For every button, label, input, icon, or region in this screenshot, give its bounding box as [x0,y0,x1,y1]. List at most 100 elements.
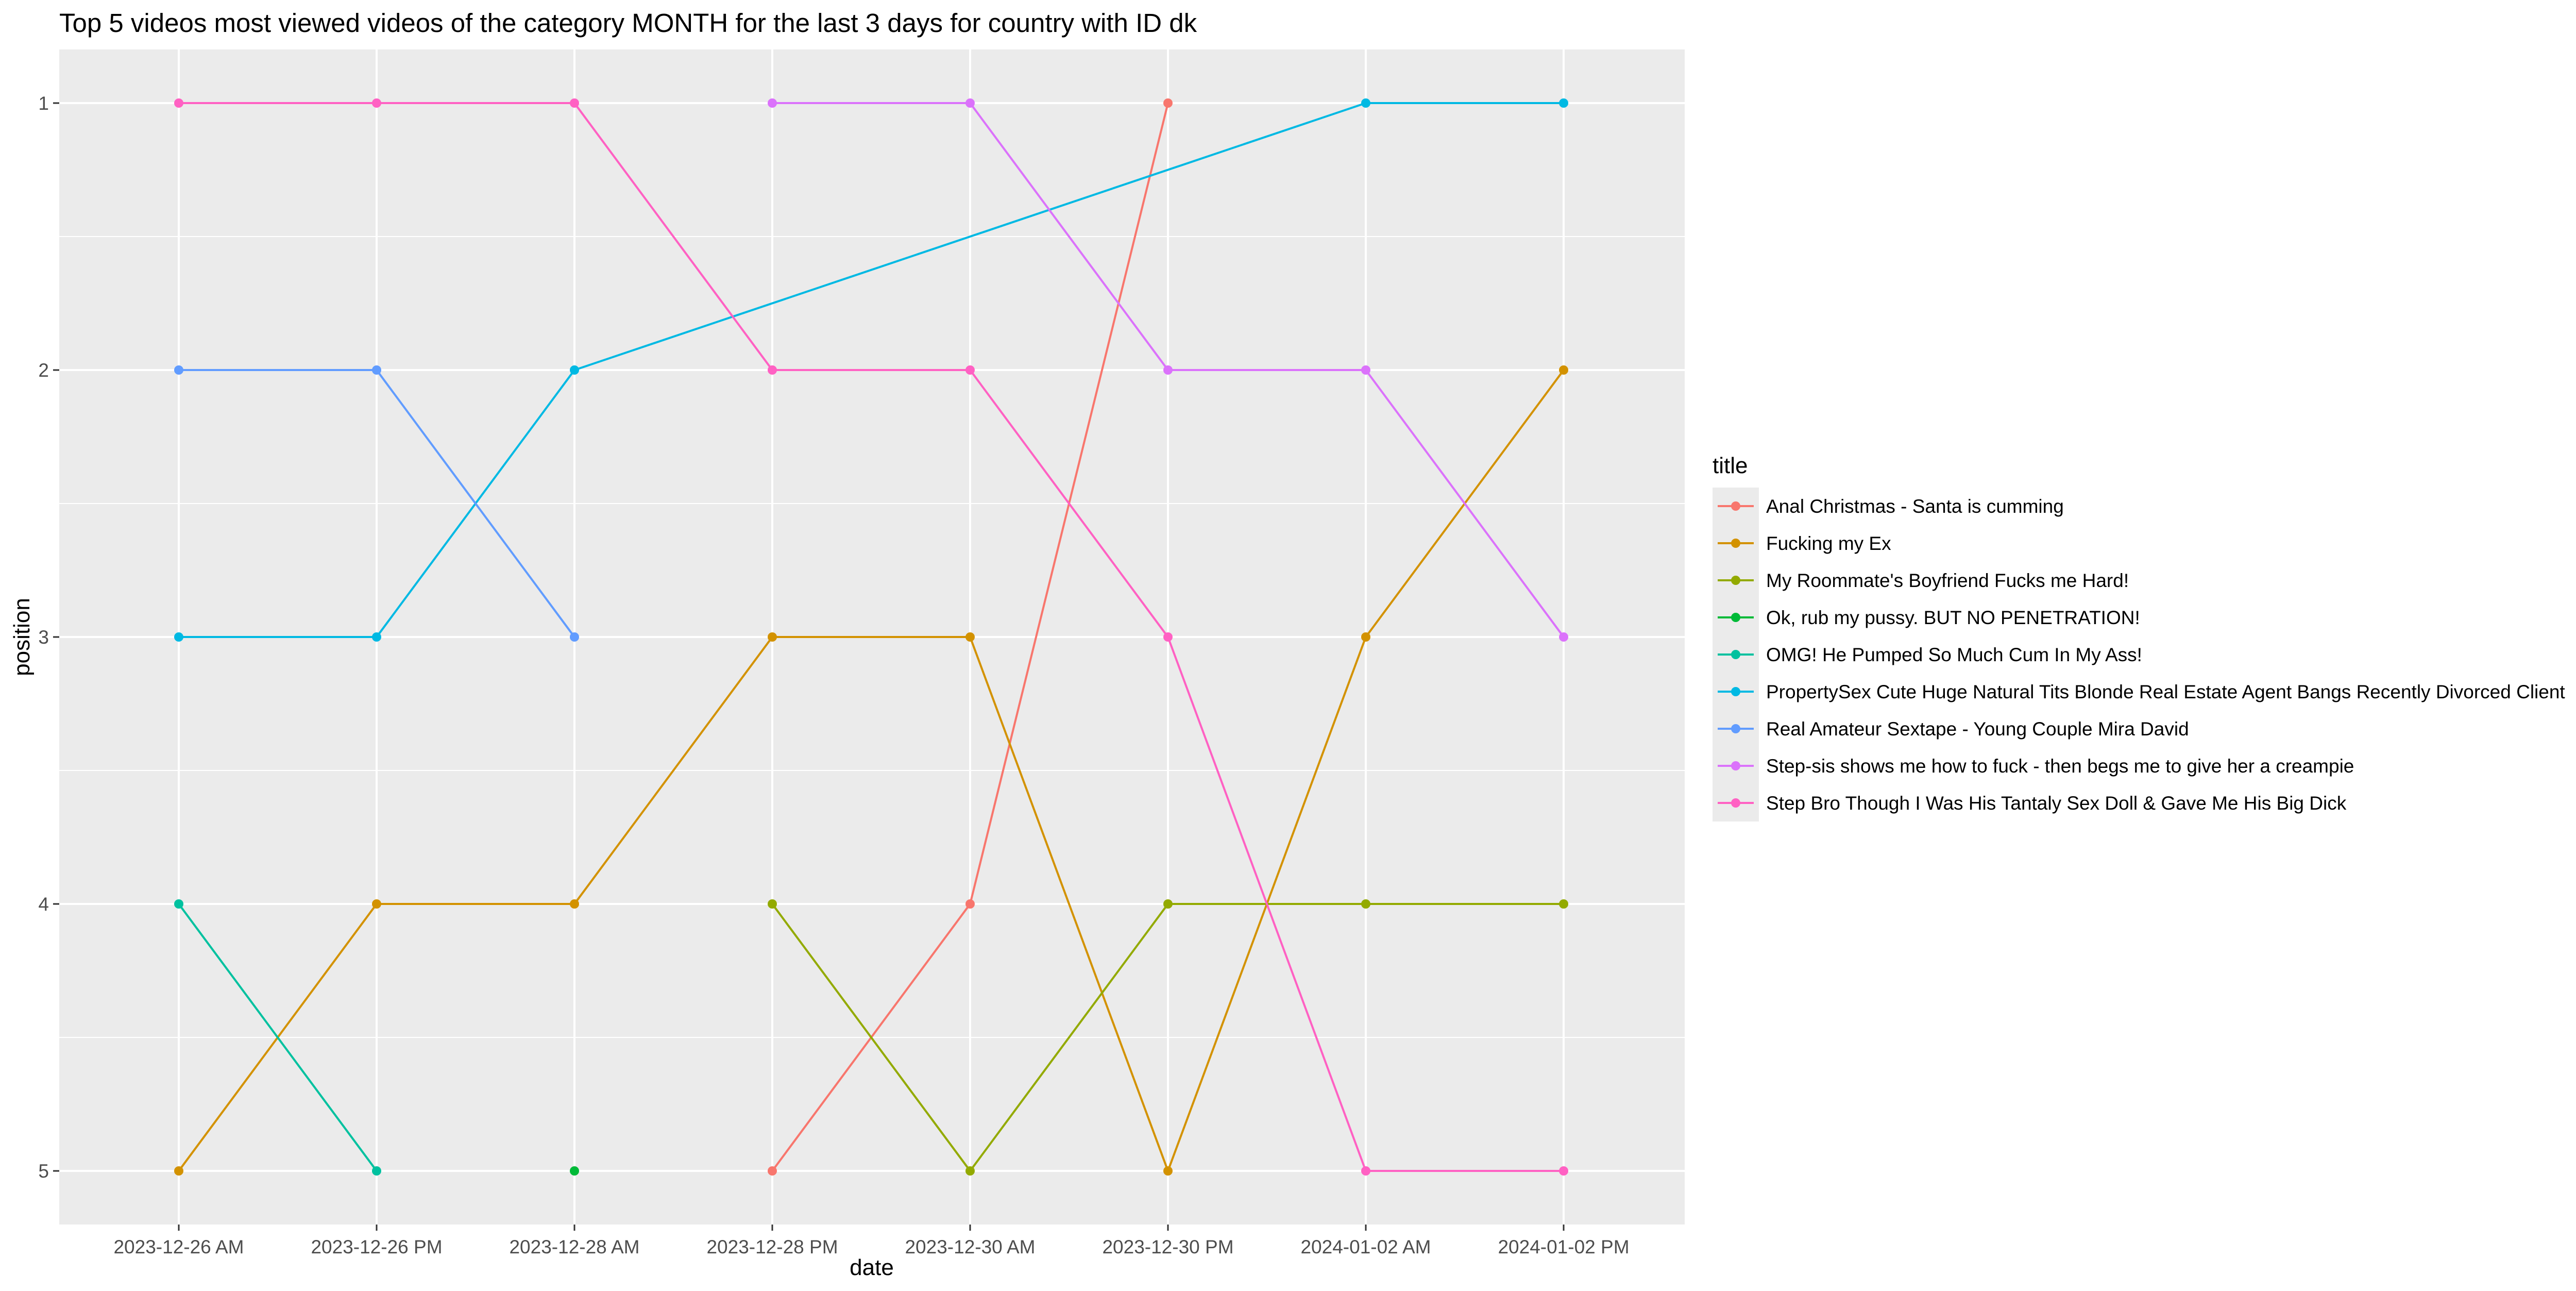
x-tick-label: 2023-12-26 AM [113,1236,244,1258]
series-line-segment [969,636,1169,1171]
series-line-segment [573,102,773,371]
series-group [174,98,1568,1176]
data-point [1163,899,1173,909]
data-point [1163,98,1173,108]
legend: title Anal Christmas - Santa is cumming F… [1713,453,2565,821]
series-line-segment [376,369,575,638]
legend-key-point [1731,687,1740,696]
legend-item: PropertySex Cute Huge Natural Tits Blond… [1713,673,2565,710]
series-line-segment [574,102,1366,371]
y-axis: 1 2 3 4 5 [38,93,59,1182]
x-tick-label: 2023-12-26 PM [311,1236,442,1258]
data-point [768,1166,777,1176]
data-point [174,632,183,642]
legend-item-label: Step-sis shows me how to fuck - then beg… [1766,756,2354,777]
x-tick-label: 2023-12-30 AM [905,1236,1035,1258]
data-point [174,1166,183,1176]
chart-title: Top 5 videos most viewed videos of the c… [59,8,1197,38]
data-point [1361,98,1370,108]
legend-item: Anal Christmas - Santa is cumming [1713,488,2064,525]
x-tick-label: 2023-12-28 PM [706,1236,838,1258]
series-line-segment [178,903,378,1172]
legend-item-label: My Roommate's Boyfriend Fucks me Hard! [1766,570,2129,591]
legend-item: Step-sis shows me how to fuck - then beg… [1713,747,2354,784]
data-point [1559,98,1568,108]
data-point [1559,1166,1568,1176]
series-line-segment [1167,636,1367,1171]
data-point [1361,1166,1370,1176]
legend-title: title [1713,453,1748,478]
y-axis-label: position [9,598,35,676]
legend-item: Step Bro Though I Was His Tantaly Sex Do… [1713,784,2347,821]
legend-item-label: Step Bro Though I Was His Tantaly Sex Do… [1766,793,2347,814]
series-line-segment [771,903,971,1172]
legend-item: My Roommate's Boyfriend Fucks me Hard! [1713,562,2129,599]
y-tick-label: 4 [38,894,49,915]
x-tick-label: 2023-12-28 AM [509,1236,639,1258]
legend-key-point [1731,798,1740,808]
x-axis-label: date [850,1255,894,1280]
series-line-segment [573,636,773,905]
data-point [570,1166,579,1176]
x-tick-label: 2024-01-02 AM [1300,1236,1431,1258]
data-point [1361,632,1370,642]
legend-key-point [1731,650,1740,659]
data-point [1163,632,1173,642]
data-point [965,632,975,642]
series-group [570,1166,579,1176]
series-line-segment [969,102,1169,371]
data-point [768,899,777,909]
y-tick-label: 3 [38,627,49,648]
legend-item-label: Anal Christmas - Santa is cumming [1766,496,2064,517]
y-tick-label: 5 [38,1161,49,1182]
data-point [1163,365,1173,375]
legend-key-point [1731,724,1740,733]
legend-key-point [1731,613,1740,622]
y-tick-label: 2 [38,360,49,381]
data-point [965,899,975,909]
data-point [965,365,975,375]
legend-key-point [1731,761,1740,770]
data-point [570,632,579,642]
legend-item: OMG! He Pumped So Much Cum In My Ass! [1713,636,2142,673]
data-point [1361,365,1370,375]
data-point [1559,899,1568,909]
legend-item-label: PropertySex Cute Huge Natural Tits Blond… [1766,681,2565,702]
legend-item: Fucking my Ex [1713,525,1891,562]
series-group [174,365,579,642]
data-point [570,899,579,909]
data-point [1559,632,1568,642]
data-point [965,98,975,108]
series-group [174,98,1568,642]
y-tick-label: 1 [38,93,49,114]
legend-item-label: Fucking my Ex [1766,533,1891,554]
data-point [372,1166,381,1176]
series-group [768,98,1568,642]
data-point [768,365,777,375]
series-group [768,899,1568,1176]
data-point [174,365,183,375]
data-point [174,899,183,909]
legend-key-point [1731,501,1740,511]
data-point [965,1166,975,1176]
legend-items: Anal Christmas - Santa is cumming Fucking… [1713,488,2565,821]
legend-item-label: OMG! He Pumped So Much Cum In My Ass! [1766,644,2142,665]
data-point [570,365,579,375]
x-axis: 2023-12-26 AM 2023-12-26 PM 2023-12-28 AM 2… [113,1225,1630,1258]
legend-item-label: Ok, rub my pussy. BUT NO PENETRATION! [1766,607,2140,628]
legend-item: Real Amateur Sextape - Young Couple Mira… [1713,710,2189,747]
series-group [174,899,381,1176]
data-point [1163,1166,1173,1176]
data-point [174,98,183,108]
legend-key-point [1731,576,1740,585]
data-point [1559,365,1568,375]
data-point [372,365,381,375]
series-line-segment [1365,369,1565,638]
data-point [372,899,381,909]
data-point [372,98,381,108]
data-point [768,632,777,642]
series-layer [174,98,1568,1176]
data-point [1361,899,1370,909]
series-line-segment [969,369,1169,638]
